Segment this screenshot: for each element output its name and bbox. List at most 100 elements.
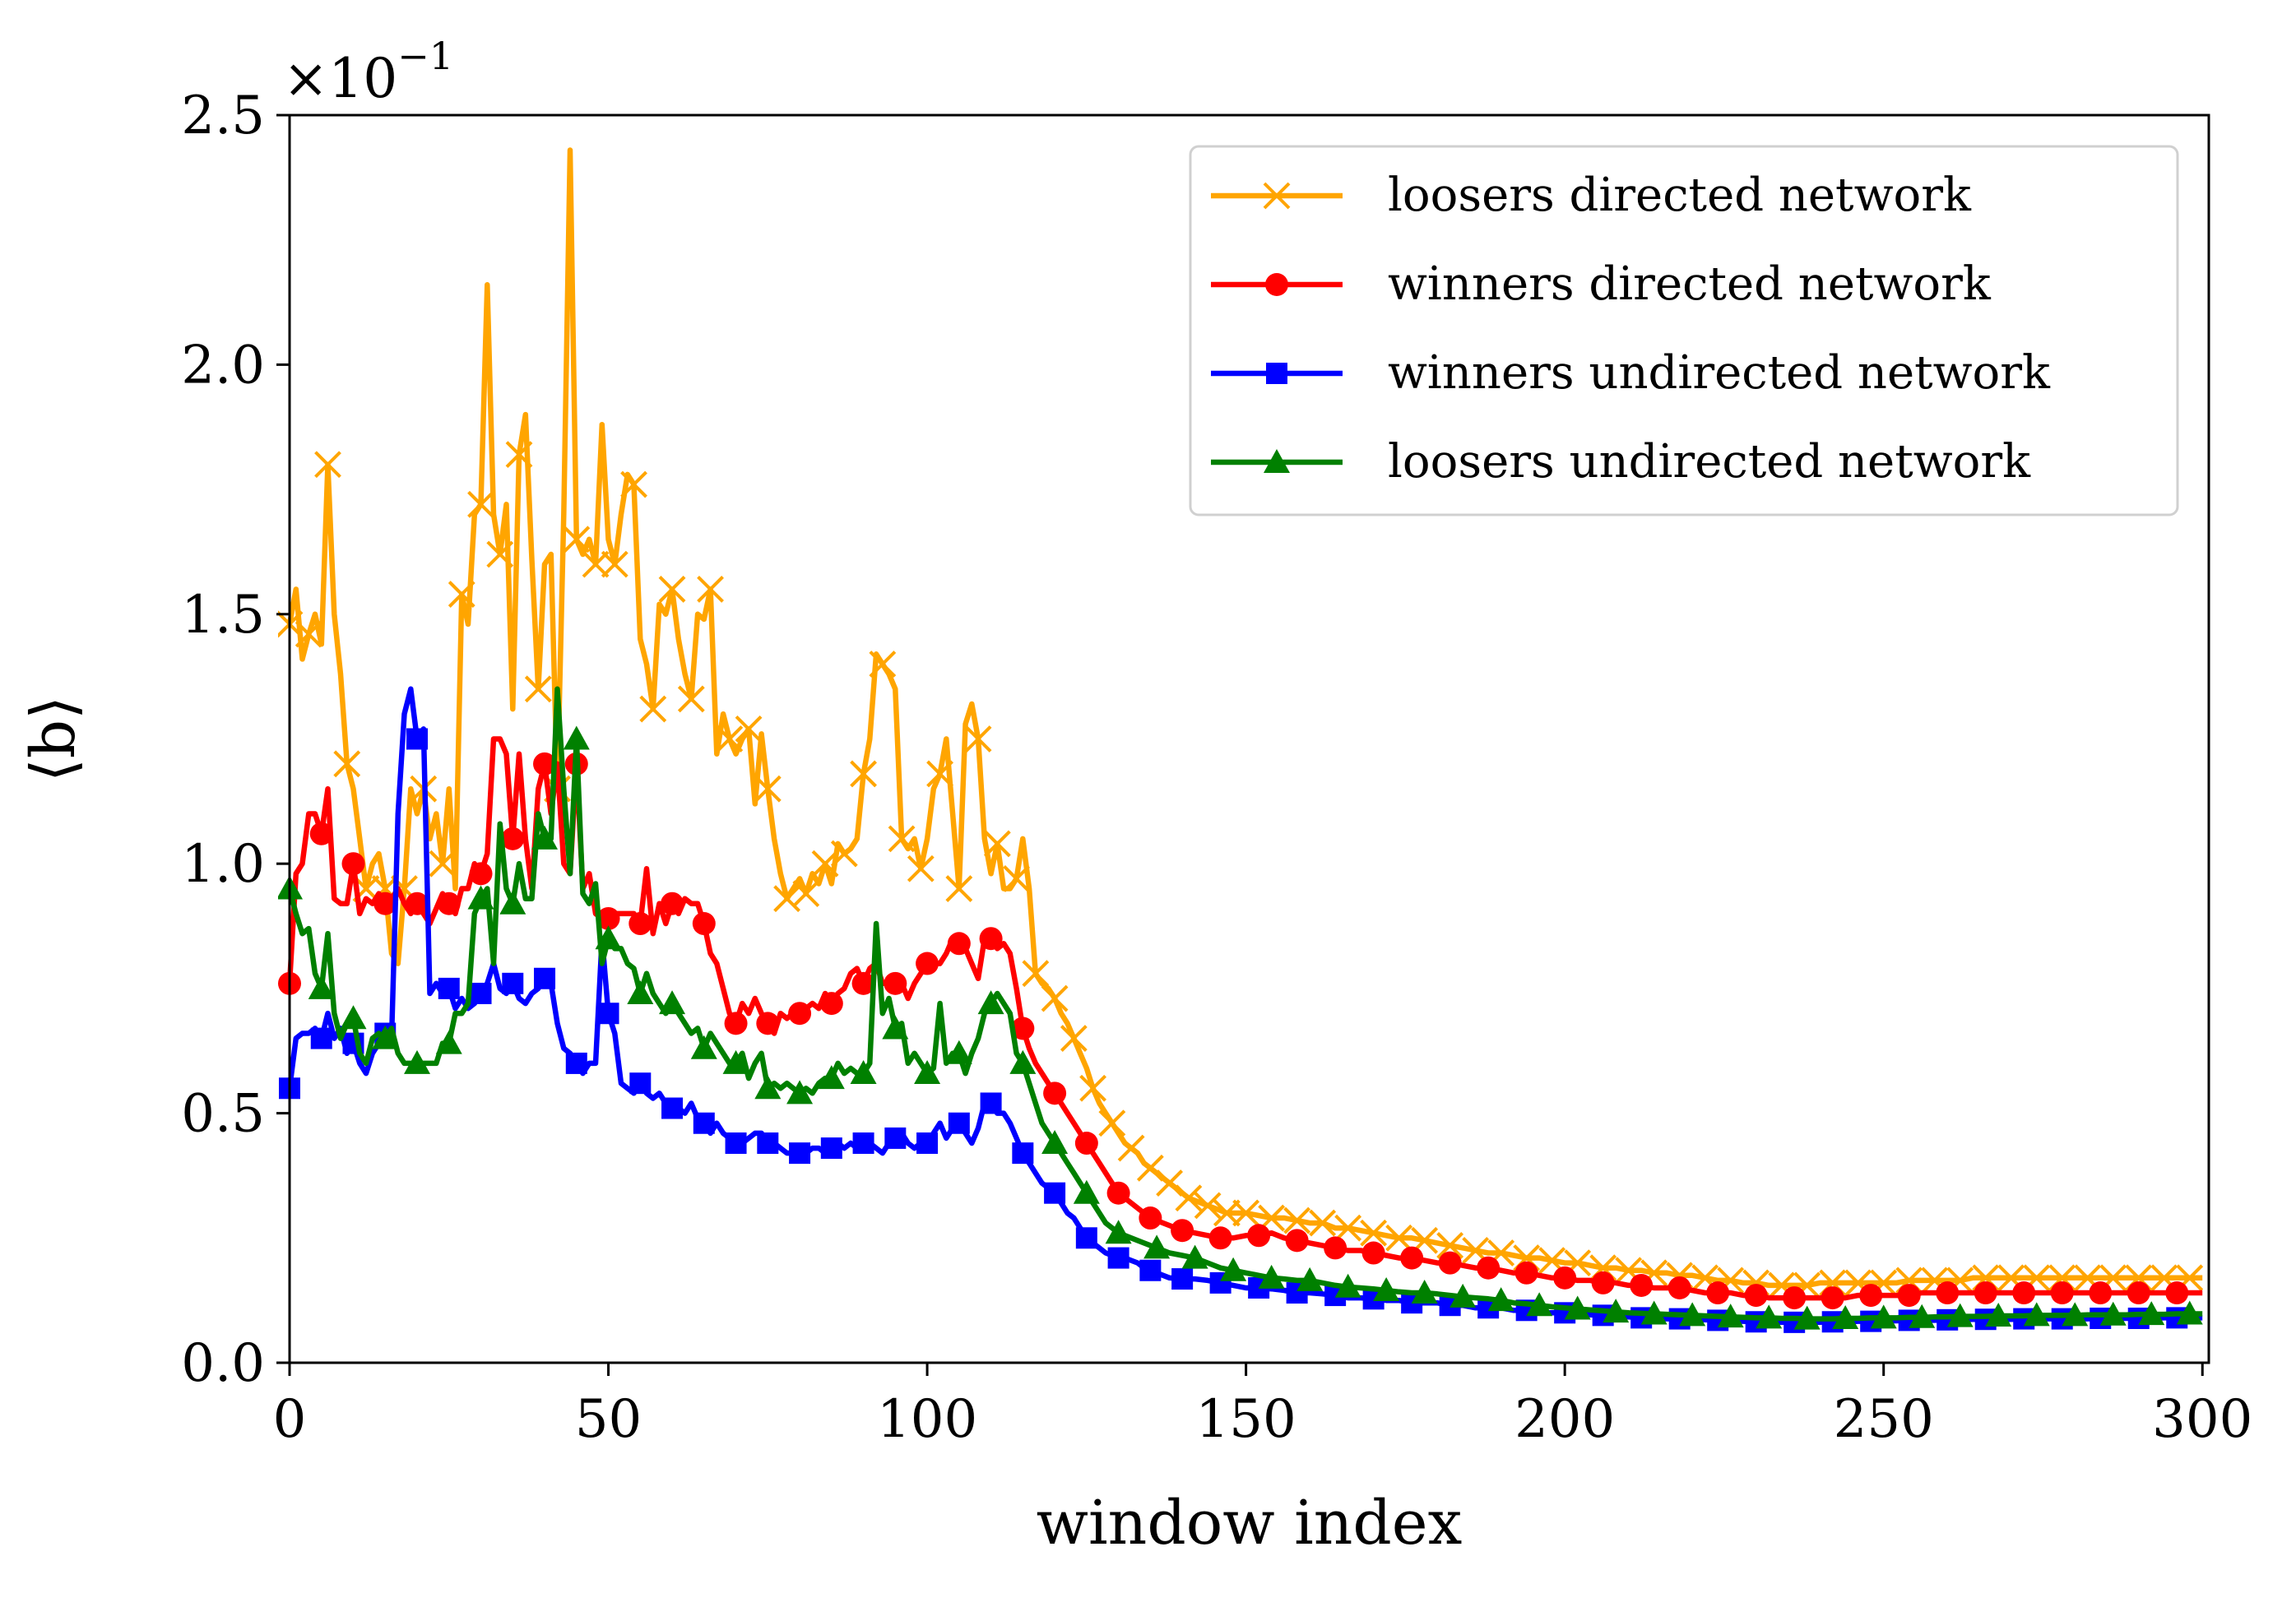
data-point	[1213, 1199, 1241, 1227]
data-point	[792, 880, 820, 908]
data-point	[1821, 1286, 1844, 1310]
data-point	[1136, 1154, 1164, 1182]
y-axis: 0.0 0.5 1.0 1.5 2.0 2.5	[181, 86, 290, 1394]
data-point	[531, 825, 559, 850]
data-point	[789, 1142, 811, 1165]
x-tick-label: 200	[1514, 1389, 1615, 1450]
data-point	[1603, 1299, 1630, 1323]
y-tick-label: 1.5	[181, 585, 265, 646]
data-point	[563, 526, 591, 553]
data-point	[1181, 1244, 1208, 1269]
data-point	[1936, 1281, 1960, 1305]
data-point	[850, 1060, 877, 1085]
data-point	[756, 1012, 780, 1035]
data-point	[1909, 1304, 1936, 1328]
y-tick-label: 0.5	[181, 1084, 265, 1145]
data-point	[533, 752, 557, 776]
data-point	[945, 875, 973, 902]
data-point	[310, 1027, 332, 1049]
data-point	[852, 1132, 874, 1155]
data-point	[945, 1040, 972, 1064]
data-point	[888, 825, 916, 853]
data-point	[1309, 1209, 1337, 1237]
data-point	[725, 1132, 747, 1155]
data-point	[1156, 1169, 1184, 1197]
data-point	[499, 890, 526, 915]
data-point	[1744, 1284, 1768, 1308]
data-point	[437, 891, 461, 915]
data-point	[1946, 1303, 1974, 1327]
data-point	[1106, 1181, 1130, 1205]
data-point	[882, 1015, 909, 1040]
data-point	[1043, 1081, 1067, 1105]
legend-marker	[1265, 273, 1288, 296]
data-point	[1411, 1280, 1438, 1304]
data-point	[1630, 1273, 1654, 1297]
data-point	[1022, 960, 1050, 988]
data-point	[979, 927, 1003, 951]
data-point	[429, 850, 457, 878]
series-4	[278, 686, 2203, 1330]
data-point	[692, 912, 716, 936]
data-point	[1208, 1226, 1232, 1250]
data-point	[502, 972, 524, 994]
data-point	[1897, 1284, 1921, 1308]
series-2	[278, 736, 2203, 1310]
data-point	[735, 715, 763, 743]
data-point	[1175, 1184, 1203, 1212]
data-point	[629, 1072, 652, 1095]
data-point	[596, 906, 620, 930]
data-point	[1640, 1300, 1667, 1325]
data-point	[565, 1052, 587, 1074]
data-point	[404, 1049, 431, 1074]
data-point	[309, 822, 333, 845]
data-point	[869, 651, 897, 678]
data-point	[1756, 1304, 1783, 1329]
y-axis-multiplier-exponent: −1	[397, 34, 453, 78]
data-point	[1098, 1109, 1126, 1137]
y-axis-multiplier: ×10−1	[283, 34, 453, 110]
data-point	[2165, 1281, 2189, 1305]
data-point	[926, 760, 953, 788]
y-axis-title: ⟨b⟩	[18, 696, 89, 782]
legend: loosers directed network winners directed…	[1189, 145, 2179, 516]
data-point	[819, 992, 843, 1016]
data-point	[1334, 1214, 1362, 1242]
data-point	[2138, 1301, 2165, 1326]
data-point	[811, 850, 839, 878]
data-point	[448, 581, 475, 608]
data-point	[627, 979, 654, 1004]
data-point	[467, 490, 494, 518]
data-point	[1107, 1247, 1129, 1269]
data-point	[1553, 1266, 1577, 1290]
y-tick-label: 2.0	[181, 335, 265, 396]
data-point	[1258, 1264, 1285, 1289]
data-point	[830, 840, 858, 868]
x-axis-title: window index	[1037, 1488, 1463, 1558]
data-point	[1477, 1256, 1501, 1280]
data-point	[308, 975, 335, 999]
data-point	[620, 470, 647, 498]
data-point	[1247, 1224, 1271, 1248]
data-point	[2099, 1301, 2127, 1326]
data-point	[1360, 1219, 1388, 1247]
data-point	[1526, 1292, 1553, 1317]
data-point	[1009, 1049, 1037, 1074]
data-point	[980, 1092, 1002, 1114]
data-point	[716, 725, 744, 753]
plot-frame	[288, 113, 2210, 1364]
data-point	[2012, 1281, 2036, 1305]
data-point	[977, 990, 1004, 1015]
data-point	[1139, 1206, 1162, 1230]
data-point	[1041, 1130, 1069, 1155]
data-point	[2023, 1302, 2050, 1327]
data-point	[818, 1065, 845, 1090]
data-point	[2089, 1281, 2113, 1305]
y-tick-label: 0.0	[181, 1333, 265, 1394]
data-point	[964, 725, 992, 753]
data-point	[724, 1012, 748, 1035]
data-point	[1832, 1304, 1859, 1329]
data-point	[757, 1132, 779, 1155]
data-point	[1220, 1257, 1247, 1281]
data-point	[788, 1002, 812, 1026]
